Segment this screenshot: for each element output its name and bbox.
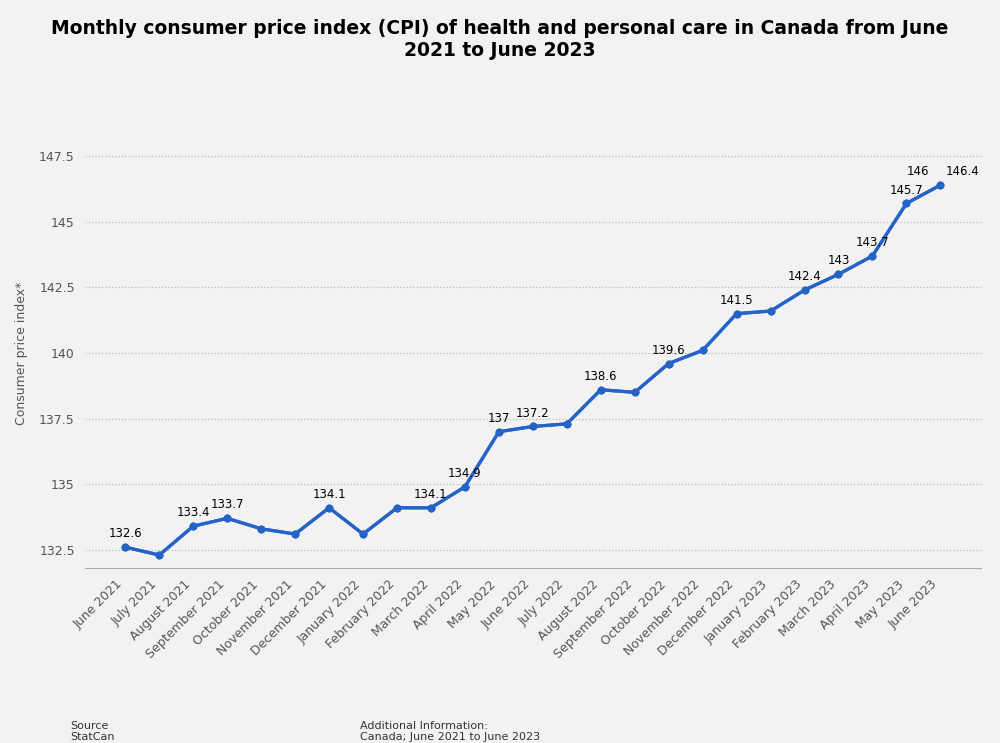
- Text: 143: 143: [827, 254, 850, 267]
- Text: Source
StatCan
© Statista 2024: Source StatCan © Statista 2024: [70, 721, 159, 743]
- Point: [864, 250, 880, 262]
- Point: [695, 345, 711, 357]
- Point: [797, 284, 813, 296]
- Text: 137: 137: [488, 412, 510, 425]
- Point: [491, 426, 507, 438]
- Text: 141.5: 141.5: [720, 293, 753, 307]
- Point: [559, 418, 575, 429]
- Point: [627, 386, 643, 398]
- Point: [898, 198, 914, 210]
- Point: [185, 520, 201, 532]
- Point: [525, 421, 541, 432]
- Point: [457, 481, 473, 493]
- Point: [253, 523, 269, 535]
- Text: 143.7: 143.7: [856, 236, 889, 249]
- Point: [151, 549, 167, 561]
- Point: [389, 502, 405, 513]
- Point: [287, 528, 303, 540]
- Point: [253, 523, 269, 535]
- Point: [932, 179, 948, 191]
- Point: [185, 520, 201, 532]
- Point: [287, 528, 303, 540]
- Point: [117, 541, 133, 553]
- Point: [763, 305, 779, 317]
- Point: [389, 502, 405, 513]
- Point: [729, 308, 745, 319]
- Point: [457, 481, 473, 493]
- Text: 139.6: 139.6: [652, 343, 686, 357]
- Point: [797, 284, 813, 296]
- Point: [661, 357, 677, 369]
- Point: [321, 502, 337, 513]
- Point: [355, 528, 371, 540]
- Point: [661, 357, 677, 369]
- Point: [695, 345, 711, 357]
- Point: [219, 513, 235, 525]
- Text: 142.4: 142.4: [788, 270, 821, 283]
- Point: [898, 198, 914, 210]
- Point: [593, 384, 609, 396]
- Text: 134.9: 134.9: [448, 467, 482, 480]
- Text: 146.4: 146.4: [946, 165, 979, 178]
- Text: 137.2: 137.2: [516, 406, 550, 420]
- Text: 134.1: 134.1: [312, 488, 346, 501]
- Point: [151, 549, 167, 561]
- Point: [593, 384, 609, 396]
- Point: [729, 308, 745, 319]
- Text: 132.6: 132.6: [109, 528, 142, 540]
- Text: 145.7: 145.7: [890, 184, 923, 196]
- Point: [219, 513, 235, 525]
- Point: [321, 502, 337, 513]
- Text: 138.6: 138.6: [584, 370, 618, 383]
- Y-axis label: Consumer price index*: Consumer price index*: [15, 282, 28, 425]
- Point: [932, 179, 948, 191]
- Point: [423, 502, 439, 513]
- Text: Additional Information:
Canada; June 2021 to June 2023: Additional Information: Canada; June 202…: [360, 721, 540, 742]
- Point: [864, 250, 880, 262]
- Point: [423, 502, 439, 513]
- Point: [355, 528, 371, 540]
- Point: [763, 305, 779, 317]
- Point: [627, 386, 643, 398]
- Text: 146: 146: [907, 165, 929, 178]
- Text: 133.7: 133.7: [210, 499, 244, 511]
- Point: [491, 426, 507, 438]
- Point: [559, 418, 575, 429]
- Text: 134.1: 134.1: [414, 488, 448, 501]
- Point: [830, 268, 846, 280]
- Point: [117, 541, 133, 553]
- Text: 133.4: 133.4: [177, 506, 210, 519]
- Text: Monthly consumer price index (CPI) of health and personal care in Canada from Ju: Monthly consumer price index (CPI) of he…: [51, 19, 949, 59]
- Point: [525, 421, 541, 432]
- Point: [830, 268, 846, 280]
